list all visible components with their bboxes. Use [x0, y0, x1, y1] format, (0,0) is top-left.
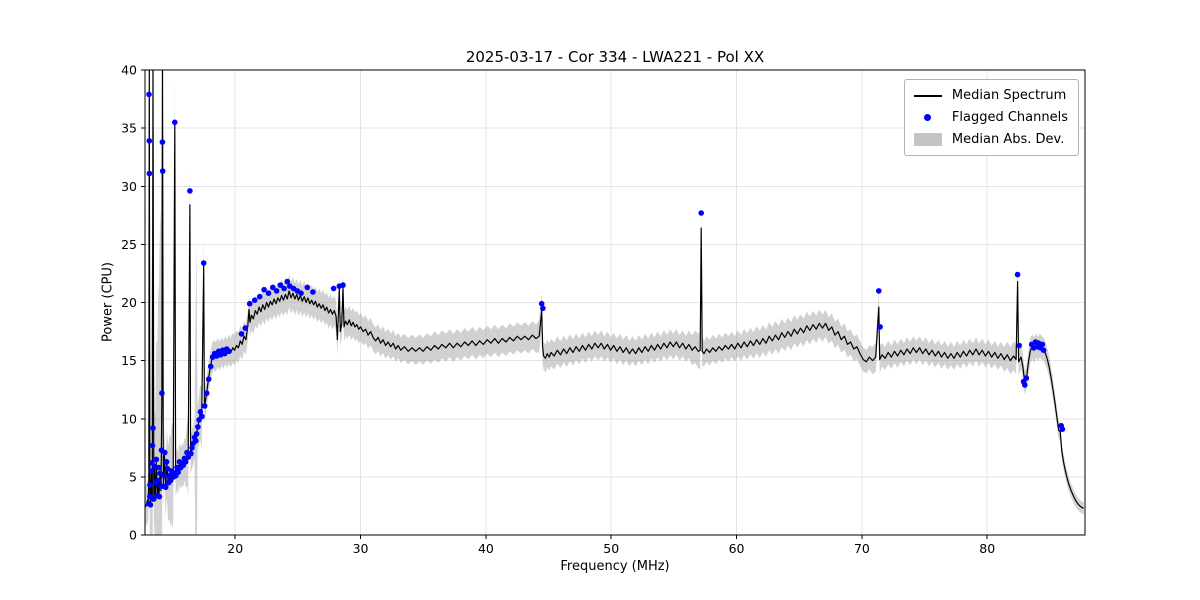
- legend: Median Spectrum Flagged Channels Median …: [903, 79, 1079, 156]
- svg-text:50: 50: [603, 541, 619, 556]
- svg-text:70: 70: [854, 541, 870, 556]
- svg-text:0: 0: [129, 528, 137, 543]
- svg-text:40: 40: [121, 63, 137, 78]
- svg-text:20: 20: [121, 295, 137, 310]
- y-axis: 0 5 10 15 20 25 30 35 40: [121, 63, 145, 543]
- svg-text:30: 30: [353, 541, 369, 556]
- legend-label: Flagged Channels: [951, 110, 1068, 125]
- mad-band: [145, 70, 1084, 535]
- svg-text:60: 60: [729, 541, 745, 556]
- svg-text:30: 30: [121, 179, 137, 194]
- svg-text:5: 5: [129, 469, 137, 484]
- flagged-channels-dots: [146, 91, 1066, 508]
- legend-item-median-spectrum: Median Spectrum: [913, 87, 1068, 104]
- grid: [145, 69, 1085, 536]
- svg-text:10: 10: [121, 411, 137, 426]
- legend-label: Median Abs. Dev.: [951, 132, 1065, 147]
- svg-text:15: 15: [121, 353, 137, 368]
- line-sample-icon: [913, 94, 943, 97]
- svg-text:20: 20: [227, 541, 243, 556]
- svg-text:80: 80: [979, 541, 995, 556]
- x-axis: 20 30 40 50 60 70 80: [227, 535, 995, 556]
- y-axis-label: Power (CPU): [100, 261, 116, 343]
- legend-item-median-abs-dev: Median Abs. Dev.: [913, 131, 1068, 148]
- svg-text:25: 25: [121, 237, 137, 252]
- x-axis-label: Frequency (MHz): [560, 559, 670, 574]
- legend-item-flagged-channels: Flagged Channels: [913, 109, 1068, 126]
- legend-label: Median Spectrum: [951, 88, 1067, 103]
- svg-text:35: 35: [121, 121, 137, 136]
- dot-sample-icon: [913, 114, 943, 121]
- svg-text:40: 40: [478, 541, 494, 556]
- chart-title: 2025-03-17 - Cor 334 - LWA221 - Pol XX: [465, 48, 765, 66]
- patch-sample-icon: [913, 133, 943, 146]
